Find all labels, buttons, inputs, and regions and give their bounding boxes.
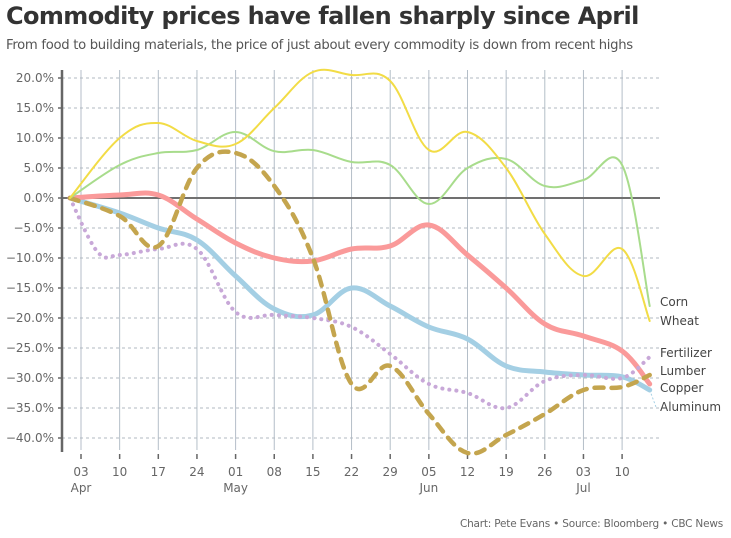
leader-line-aluminum <box>649 389 657 408</box>
series-line-wheat <box>68 68 651 322</box>
series-label-copper: Copper <box>660 381 703 395</box>
y-tick-label: 10.0% <box>16 131 54 145</box>
y-tick-label: −40.0% <box>6 431 54 445</box>
y-axis: 20.0% 15.0% 10.0% 5.0% 0.0% −5.0% −10.0% −15.0%… <box>6 70 64 452</box>
y-tick-label: −35.0% <box>6 401 54 415</box>
x-axis: 03 Apr 10 17 24 01 May 08 15 22 29 05 Jun 12 19 26 03 Jul… <box>71 454 630 495</box>
y-tick-label: 20.0% <box>16 71 54 85</box>
series-label-lumber: Lumber <box>660 364 706 378</box>
x-tick-label: 05 <box>421 465 436 479</box>
y-tick-label: −15.0% <box>6 281 54 295</box>
y-tick-label: −25.0% <box>6 341 54 355</box>
x-month-label: Apr <box>71 481 92 495</box>
x-tick-label: 01 <box>228 465 243 479</box>
series-labels: Corn Wheat Fertilizer Lumber Copper Aluminum <box>649 295 721 414</box>
grid-lines <box>62 70 660 450</box>
x-tick-label: 08 <box>267 465 282 479</box>
series-line-corn <box>68 130 651 307</box>
x-tick-label: 17 <box>151 465 166 479</box>
x-tick-label: 15 <box>305 465 320 479</box>
y-tick-label: −5.0% <box>13 221 54 235</box>
series-lines <box>67 68 653 456</box>
x-tick-label: 24 <box>189 465 204 479</box>
series-line-aluminum <box>67 195 653 393</box>
chart-subtitle: From food to building materials, the pri… <box>6 38 633 53</box>
x-tick-label: 10 <box>112 465 127 479</box>
x-tick-label: 03 <box>73 465 88 479</box>
chart-title: Commodity prices have fallen sharply sin… <box>6 2 639 30</box>
x-tick-label: 22 <box>344 465 359 479</box>
x-tick-label: 12 <box>460 465 475 479</box>
x-month-label: Jul <box>575 481 590 495</box>
x-month-label: May <box>223 481 248 495</box>
series-line-copper <box>67 190 653 387</box>
series-label-aluminum: Aluminum <box>660 400 721 414</box>
y-tick-label: 0.0% <box>24 191 55 205</box>
y-tick-label: 5.0% <box>24 161 55 175</box>
series-line-lumber <box>67 149 652 456</box>
x-tick-label: 19 <box>499 465 514 479</box>
x-tick-label: 26 <box>537 465 552 479</box>
y-tick-label: 15.0% <box>16 101 54 115</box>
series-line-fertilizer <box>67 196 652 411</box>
y-tick-label: −30.0% <box>6 371 54 385</box>
y-tick-label: −20.0% <box>6 311 54 325</box>
chart-credit: Chart: Pete Evans • Source: Bloomberg • … <box>459 518 723 530</box>
y-tick-label: −10.0% <box>6 251 54 265</box>
series-label-corn: Corn <box>660 295 688 309</box>
x-tick-label: 10 <box>614 465 629 479</box>
series-label-fertilizer: Fertilizer <box>660 346 712 360</box>
series-label-wheat: Wheat <box>660 314 699 328</box>
x-tick-label: 29 <box>383 465 398 479</box>
x-month-label: Jun <box>418 481 438 495</box>
x-tick-label: 03 <box>576 465 591 479</box>
